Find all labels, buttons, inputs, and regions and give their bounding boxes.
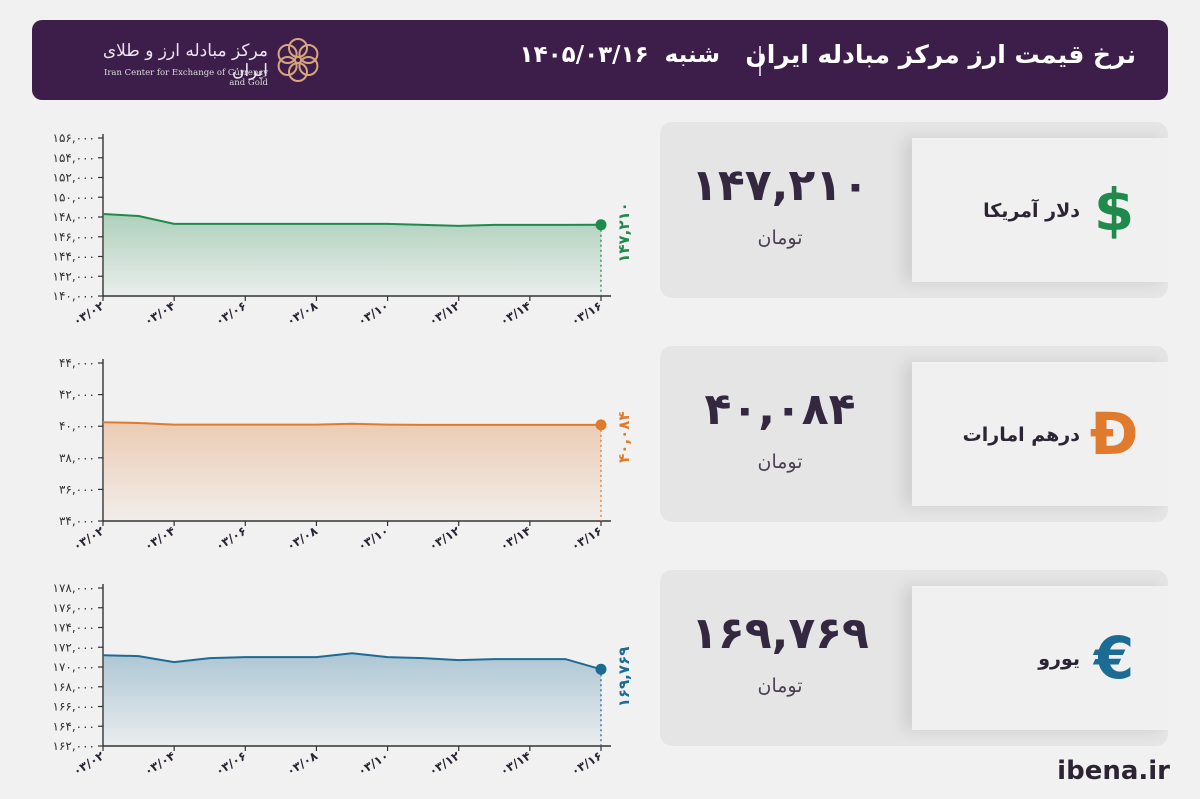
header-banner: مرکز مبادله ارز و طلای ایران Iran Center… xyxy=(32,20,1168,100)
eur-chart-svg: ۱۶۲,۰۰۰ ۱۶۴,۰۰۰ ۱۶۶,۰۰۰ ۱۶۸,۰۰۰ ۱۷۰,۰۰۰ ۱۷۲,۰… xyxy=(53,581,634,778)
eur-y-tick-label: ۱۶۲,۰۰۰ xyxy=(53,739,96,753)
usd-chart: ۱۴۰,۰۰۰ ۱۴۲,۰۰۰ ۱۴۴,۰۰۰ ۱۴۶,۰۰۰ ۱۴۸,۰۰۰ ۱۵۰,۰… xyxy=(0,118,660,328)
eur-series-line xyxy=(102,652,602,671)
usd-y-tick-label: ۱۵۶,۰۰۰ xyxy=(53,131,96,145)
eur-y-tick-label: ۱۷۶,۰۰۰ xyxy=(53,601,96,615)
usd-x-tick-label: ۰۳/۱۴ xyxy=(497,299,533,328)
page-title: نرخ قیمت ارز مرکز مبادله ایران xyxy=(745,40,1136,69)
eur-x-tick-label: ۰۳/۰۶ xyxy=(213,749,249,778)
aed-name: درهم امارات xyxy=(962,424,1080,446)
aed-x-tick-label: ۰۳/۰۴ xyxy=(142,524,178,553)
usd-y-tick-label: ۱۴۲,۰۰۰ xyxy=(53,269,96,283)
aed-x-tick-label: ۰۳/۱۶ xyxy=(569,524,605,553)
usd-y-tick-label: ۱۴۶,۰۰۰ xyxy=(53,230,96,244)
aed-y-tick-label: ۴۴,۰۰۰ xyxy=(59,356,95,370)
eur-y-tick-label: ۱۶۴,۰۰۰ xyxy=(53,719,96,733)
usd-chart-svg: ۱۴۰,۰۰۰ ۱۴۲,۰۰۰ ۱۴۴,۰۰۰ ۱۴۶,۰۰۰ ۱۴۸,۰۰۰ ۱۵۰,۰… xyxy=(53,131,634,328)
eur-x-tick-label: ۰۳/۰۸ xyxy=(284,748,321,778)
eur-x-tick-label: ۰۳/۱۴ xyxy=(497,749,533,778)
eur-label-box: یورو € xyxy=(912,586,1168,730)
logo-persian-text: مرکز مبادله ارز و طلای ایران xyxy=(102,41,268,81)
usd-y-tick-label: ۱۵۲,۰۰۰ xyxy=(53,171,96,185)
logo-english-text: Iran Center for Exchange of Currency and… xyxy=(104,68,268,88)
aed-x-tick-label: ۰۳/۰۶ xyxy=(213,524,249,553)
eur-name: یورو xyxy=(1038,648,1080,670)
usd-x-tick-label: ۰۳/۰۴ xyxy=(142,299,178,328)
aed-label-box: درهم امارات Đ xyxy=(912,362,1168,506)
usd-x-tick-label: ۰۳/۰۸ xyxy=(284,298,321,328)
aed-y-tick-label: ۳۴,۰۰۰ xyxy=(59,514,95,528)
site-url: ibena.ir xyxy=(1057,756,1170,786)
aed-series-line xyxy=(102,421,601,426)
aed-y-tick-label: ۳۶,۰۰۰ xyxy=(59,482,95,496)
eur-y-tick-label: ۱۶۶,۰۰۰ xyxy=(53,700,96,714)
eur-x-tick-label: ۰۳/۱۰ xyxy=(355,749,391,778)
eur-x-tick-label: ۰۳/۱۶ xyxy=(569,749,605,778)
eur-y-tick-label: ۱۶۸,۰۰۰ xyxy=(53,680,96,694)
eur-last-point xyxy=(595,663,607,675)
aed-x-tick-label: ۰۳/۱۰ xyxy=(355,524,391,553)
exchange-center-logo-icon xyxy=(277,38,319,82)
aed-chart: ۳۴,۰۰۰ ۳۶,۰۰۰ ۳۸,۰۰۰ ۴۰,۰۰۰ ۴۲,۰۰۰ ۴۴,۰۰۰ ۰۳/۰… xyxy=(0,343,660,553)
usd-x-tick-label: ۰۳/۰۶ xyxy=(213,299,249,328)
eur-last-value-label: ۱۶۹,۷۶۹ xyxy=(615,647,633,708)
eur-card: ۱۶۹,۷۶۹ تومان یورو € xyxy=(660,570,1168,746)
header-date: ۱۴۰۵/۰۳/۱۶ xyxy=(519,42,649,68)
usd-series-line xyxy=(102,213,602,227)
header-day: شنبه xyxy=(664,42,720,68)
eur-y-tick-label: ۱۷۰,۰۰۰ xyxy=(53,660,96,674)
aed-card: ۴۰,۰۸۴ تومان درهم امارات Đ xyxy=(660,346,1168,522)
aed-x-tick-label: ۰۳/۱۲ xyxy=(426,523,463,553)
eur-unit: تومان xyxy=(757,675,803,697)
usd-y-tick-label: ۱۴۸,۰۰۰ xyxy=(53,210,96,224)
eur-y-tick-label: ۱۷۴,۰۰۰ xyxy=(53,621,96,635)
eur-y-tick-label: ۱۷۸,۰۰۰ xyxy=(53,581,96,595)
aed-y-tick-label: ۴۰,۰۰۰ xyxy=(59,419,95,433)
usd-y-tick-label: ۱۵۴,۰۰۰ xyxy=(53,151,96,165)
usd-x-tick-label: ۰۳/۱۰ xyxy=(355,299,391,328)
usd-unit: تومان xyxy=(757,227,803,249)
aed-x-tick-label: ۰۳/۱۴ xyxy=(497,524,533,553)
header-separator xyxy=(759,46,761,76)
eur-y-tick-label: ۱۷۲,۰۰۰ xyxy=(53,640,96,654)
aed-area xyxy=(103,422,601,521)
aed-last-value-label: ۴۰,۰۸۴ xyxy=(615,411,633,462)
usd-y-tick-label: ۱۴۴,۰۰۰ xyxy=(53,250,96,264)
usd-area xyxy=(103,214,601,296)
aed-y-tick-label: ۳۸,۰۰۰ xyxy=(59,451,95,465)
aed-chart-svg: ۳۴,۰۰۰ ۳۶,۰۰۰ ۳۸,۰۰۰ ۴۰,۰۰۰ ۴۲,۰۰۰ ۴۴,۰۰۰ ۰۳/۰… xyxy=(59,356,633,553)
aed-price: ۴۰,۰۸۴ xyxy=(704,384,856,435)
dirham-icon: Đ xyxy=(1089,400,1139,468)
usd-label-box: دلار آمریکا $ xyxy=(912,138,1168,282)
eur-area xyxy=(103,653,601,746)
aed-y-tick-label: ۴۲,۰۰۰ xyxy=(59,388,95,402)
usd-price: ۱۴۷,۲۱۰ xyxy=(691,160,869,211)
usd-name: دلار آمریکا xyxy=(983,200,1080,222)
eur-x-tick-label: ۰۳/۰۴ xyxy=(142,749,178,778)
aed-last-point xyxy=(595,419,607,431)
aed-unit: تومان xyxy=(757,451,803,473)
usd-x-tick-label: ۰۳/۱۲ xyxy=(426,298,463,328)
dollar-icon: $ xyxy=(1093,176,1135,244)
aed-x-tick-label: ۰۳/۰۸ xyxy=(284,523,321,553)
header-date-block: شنبه ۱۴۰۵/۰۳/۱۶ xyxy=(520,42,720,68)
euro-icon: € xyxy=(1093,624,1135,692)
usd-last-point xyxy=(595,219,607,231)
usd-y-tick-label: ۱۴۰,۰۰۰ xyxy=(53,289,96,303)
eur-price: ۱۶۹,۷۶۹ xyxy=(691,608,869,659)
usd-y-tick-label: ۱۵۰,۰۰۰ xyxy=(53,190,96,204)
usd-x-tick-label: ۰۳/۱۶ xyxy=(569,299,605,328)
eur-chart: ۱۶۲,۰۰۰ ۱۶۴,۰۰۰ ۱۶۶,۰۰۰ ۱۶۸,۰۰۰ ۱۷۰,۰۰۰ ۱۷۲,۰… xyxy=(0,568,660,778)
usd-card: ۱۴۷,۲۱۰ تومان دلار آمریکا $ xyxy=(660,122,1168,298)
usd-last-value-label: ۱۴۷,۲۱۰ xyxy=(615,202,633,263)
eur-x-tick-label: ۰۳/۱۲ xyxy=(426,748,463,778)
